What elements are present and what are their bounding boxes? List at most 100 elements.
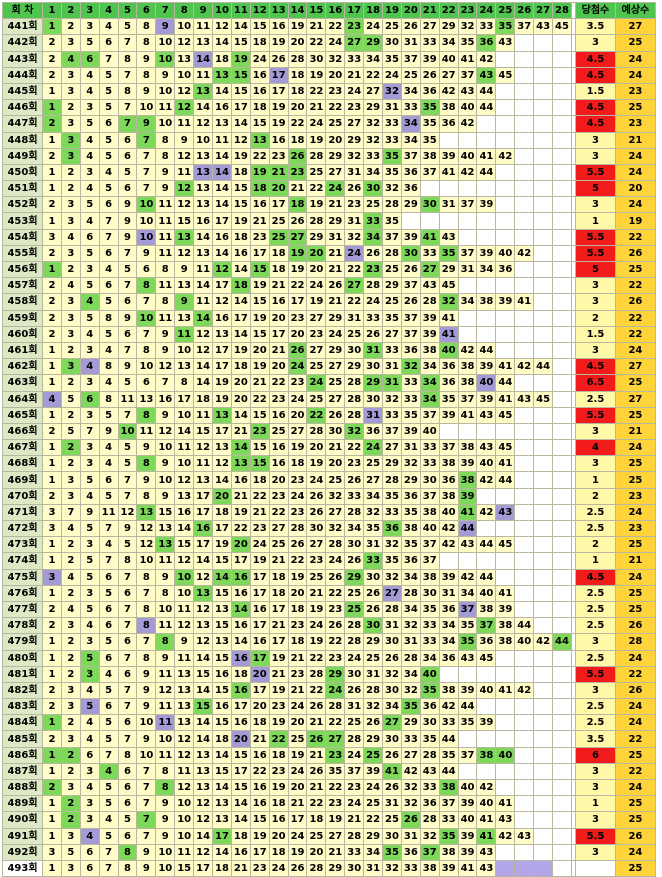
number-cell: 20	[306, 244, 327, 263]
number-cell: 13	[193, 82, 214, 101]
number-cell: 37	[457, 66, 478, 84]
number-cell: 11	[155, 228, 176, 246]
number-cell: 32	[344, 147, 365, 165]
number-cell: 9	[136, 244, 157, 263]
number-cell: 8	[136, 568, 157, 586]
number-cell: 35	[382, 147, 402, 165]
round-label: 477회	[2, 600, 43, 619]
number-cell: 16	[268, 811, 289, 829]
number-cell: 41	[495, 795, 516, 813]
number-cell	[552, 843, 572, 861]
number-cell: 20	[287, 584, 308, 602]
number-cell: 9	[155, 18, 176, 36]
number-cell: 27	[325, 730, 346, 748]
predict-count-cell: 25	[614, 260, 656, 279]
number-cell: 16	[268, 406, 289, 424]
table-row: 489회 1 2 3 5 6 7 9 10 12 13 14 16 18 21 22 23 24 25 31 32 36 3…	[2, 795, 656, 813]
number-cell: 20	[287, 99, 308, 117]
number-cell: 20	[268, 471, 289, 489]
number-cell: 30	[419, 196, 440, 214]
number-cell: 16	[193, 212, 214, 230]
number-cell: 9	[117, 196, 138, 214]
round-label: 443회	[2, 50, 43, 68]
number-cell: 42	[533, 633, 554, 651]
number-cell: 33	[419, 633, 440, 651]
number-cell: 27	[287, 228, 308, 246]
number-cell	[495, 422, 516, 441]
number-cell	[533, 260, 554, 279]
number-cell: 1	[42, 584, 62, 602]
number-cell: 1	[42, 358, 62, 376]
number-cell	[514, 196, 535, 214]
number-cell	[495, 341, 516, 360]
number-cell: 23	[249, 859, 270, 877]
number-cell: 11	[155, 665, 176, 683]
number-cell: 3	[79, 406, 100, 424]
number-cell: 35	[382, 212, 402, 230]
number-cell: 32	[344, 228, 365, 246]
number-cell: 38	[419, 859, 440, 877]
number-cell: 3	[60, 617, 81, 635]
round-label: 471회	[2, 503, 43, 522]
number-cell: 40	[476, 681, 497, 700]
col-header: 1	[42, 1, 62, 20]
number-cell: 10	[136, 746, 157, 764]
number-cell: 2	[60, 552, 81, 570]
number-cell: 33	[382, 341, 402, 360]
number-cell: 36	[438, 115, 459, 133]
predict-count-cell: 24	[614, 649, 656, 667]
number-cell	[533, 795, 554, 813]
number-cell: 12	[155, 681, 176, 700]
number-cell	[514, 34, 535, 52]
number-cell: 20	[287, 406, 308, 424]
number-cell: 35	[457, 34, 478, 52]
table-row: 450회 1 2 3 4 5 7 9 11 13 14 18 19 21 23 25 27 31 34 35 36 37 4…	[2, 163, 656, 182]
round-label: 444회	[2, 66, 43, 84]
round-label: 472회	[2, 519, 43, 538]
number-cell	[476, 665, 497, 683]
number-cell: 8	[136, 487, 157, 505]
number-cell: 17	[268, 82, 289, 101]
number-cell: 44	[476, 163, 497, 182]
number-cell: 27	[382, 325, 402, 343]
number-cell: 21	[325, 439, 346, 457]
number-cell	[495, 649, 516, 667]
number-cell	[495, 180, 516, 198]
win-count-header: 당첨수	[574, 1, 616, 20]
number-cell: 23	[249, 228, 270, 246]
number-cell: 6	[98, 617, 119, 635]
number-cell: 17	[249, 649, 270, 667]
win-count-cell: 1	[574, 552, 616, 570]
number-cell: 14	[230, 325, 251, 343]
number-cell: 25	[344, 600, 365, 619]
number-cell: 3	[60, 730, 81, 748]
number-cell: 5	[98, 827, 119, 845]
number-cell: 31	[382, 99, 402, 117]
col-header: 5	[117, 1, 138, 20]
number-cell: 6	[117, 147, 138, 165]
number-cell: 22	[249, 762, 270, 781]
number-cell: 9	[174, 260, 195, 279]
round-label: 488회	[2, 778, 43, 797]
number-cell: 40	[476, 455, 497, 473]
col-header: 9	[193, 1, 214, 20]
number-cell	[514, 714, 535, 732]
number-cell: 31	[400, 827, 421, 845]
number-cell: 6	[98, 196, 119, 214]
number-cell: 3	[42, 228, 62, 246]
number-cell: 35	[438, 827, 459, 845]
number-cell: 37	[419, 552, 440, 570]
number-cell: 4	[98, 260, 119, 279]
number-cell: 6	[98, 649, 119, 667]
number-cell: 12	[212, 260, 232, 279]
number-cell: 19	[212, 536, 232, 554]
number-cell	[552, 649, 572, 667]
number-cell: 44	[457, 698, 478, 716]
number-cell: 20	[212, 487, 232, 505]
number-cell: 37	[400, 50, 421, 68]
number-cell: 3	[79, 762, 100, 781]
number-cell: 25	[382, 293, 402, 311]
number-cell: 22	[249, 487, 270, 505]
predict-count-cell: 24	[614, 843, 656, 861]
number-cell: 14	[230, 600, 251, 619]
